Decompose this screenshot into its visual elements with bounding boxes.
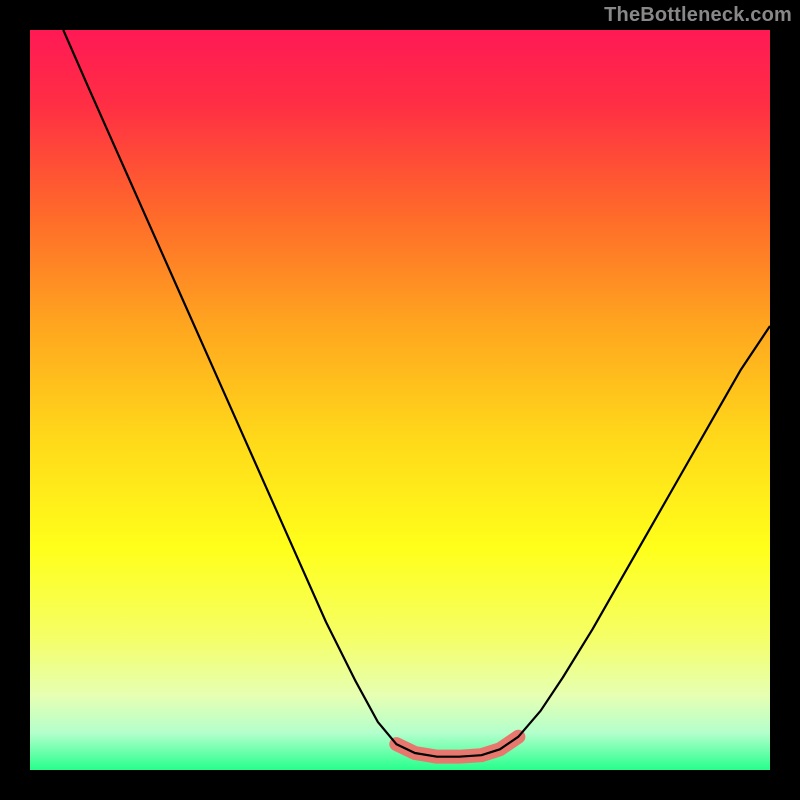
chart-plot-area	[30, 30, 770, 770]
chart-background	[30, 30, 770, 770]
chart-svg	[30, 30, 770, 770]
watermark-text: TheBottleneck.com	[604, 4, 792, 27]
